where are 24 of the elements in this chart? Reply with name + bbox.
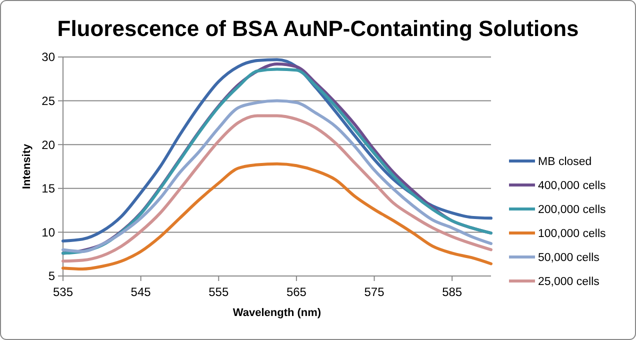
legend-label: MB closed <box>538 156 592 168</box>
line-series <box>62 114 492 263</box>
x-axis-title: Wavelength (nm) <box>232 307 322 319</box>
legend-label: 25,000 cells <box>538 276 600 288</box>
legend-label: 50,000 cells <box>538 252 600 264</box>
y-tick-label: 30 <box>42 50 56 64</box>
x-tick-label: 575 <box>364 285 385 299</box>
legend-label: 100,000 cells <box>538 228 606 240</box>
y-tick-label: 10 <box>42 225 56 240</box>
legend-label: 200,000 cells <box>538 204 606 216</box>
x-tick-label: 535 <box>52 285 74 299</box>
x-tick-label: 545 <box>130 285 152 299</box>
y-tick-label: 5 <box>48 269 56 284</box>
line-series <box>62 162 492 270</box>
x-tick-label: 565 <box>286 285 307 299</box>
y-tick-label: 25 <box>42 94 56 108</box>
y-tick-label: 15 <box>42 182 56 196</box>
x-tick-label: 555 <box>208 285 229 299</box>
y-tick-label: 20 <box>42 138 56 152</box>
chart-title: Fluorescence of BSA AuNP-Containting Solutions <box>57 16 579 41</box>
line-series <box>62 99 492 253</box>
legend-label: 400,000 cells <box>538 180 606 192</box>
x-tick-label: 585 <box>442 285 462 299</box>
y-axis-title: Intensity <box>21 143 33 190</box>
